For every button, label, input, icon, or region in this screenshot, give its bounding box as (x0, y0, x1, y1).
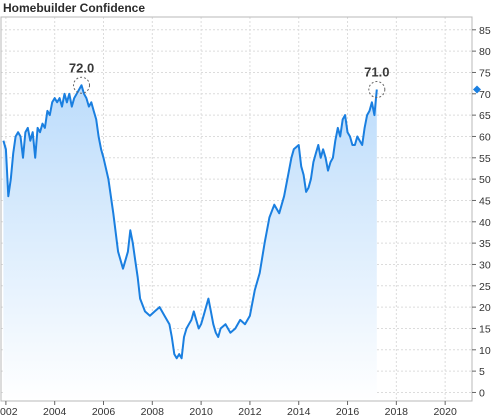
x-tick-label: 2012 (238, 406, 262, 418)
x-tick-label: 2002 (0, 406, 18, 418)
y-tick-label: 40 (479, 217, 491, 229)
confidence-series-line (2, 84, 378, 360)
chart-title: Homebuilder Confidence (3, 1, 146, 15)
y-tick-label: 5 (479, 366, 485, 378)
x-tick-label: 2006 (92, 406, 116, 418)
annotation-label: 71.0 (364, 65, 389, 80)
last-value-marker (473, 85, 481, 94)
y-tick-label: 15 (479, 323, 491, 335)
x-tick-label: 2018 (385, 406, 409, 418)
x-tick-label: 2020 (433, 406, 457, 418)
y-tick-label: 45 (479, 195, 491, 207)
y-tick-label: 30 (479, 259, 491, 271)
annotation-circle (368, 81, 386, 99)
y-tick-label: 50 (479, 174, 491, 186)
y-tick-label: 55 (479, 153, 491, 165)
y-tick-label: 35 (479, 238, 491, 250)
y-tick-label: 85 (479, 25, 491, 37)
y-tick-label: 10 (479, 345, 491, 357)
y-tick-label: 25 (479, 281, 491, 293)
y-tick-label: 0 (479, 387, 485, 399)
x-tick-label: 2010 (189, 406, 213, 418)
y-tick-label: 75 (479, 67, 491, 79)
annotation-label: 72.0 (69, 60, 94, 75)
y-tick-label: 65 (479, 110, 491, 122)
x-tick-label: 2016 (336, 406, 360, 418)
annotation-circle (73, 76, 91, 94)
plot-frame (0, 16, 473, 402)
y-tick-label: 60 (479, 131, 491, 143)
x-tick-label: 2014 (287, 406, 311, 418)
confidence-area-fill (3, 85, 377, 402)
y-tick-label: 20 (479, 302, 491, 314)
x-tick-label: 2008 (141, 406, 165, 418)
x-tick-label: 2004 (43, 406, 67, 418)
y-tick-label: 70 (479, 89, 491, 101)
y-tick-label: 80 (479, 46, 491, 58)
